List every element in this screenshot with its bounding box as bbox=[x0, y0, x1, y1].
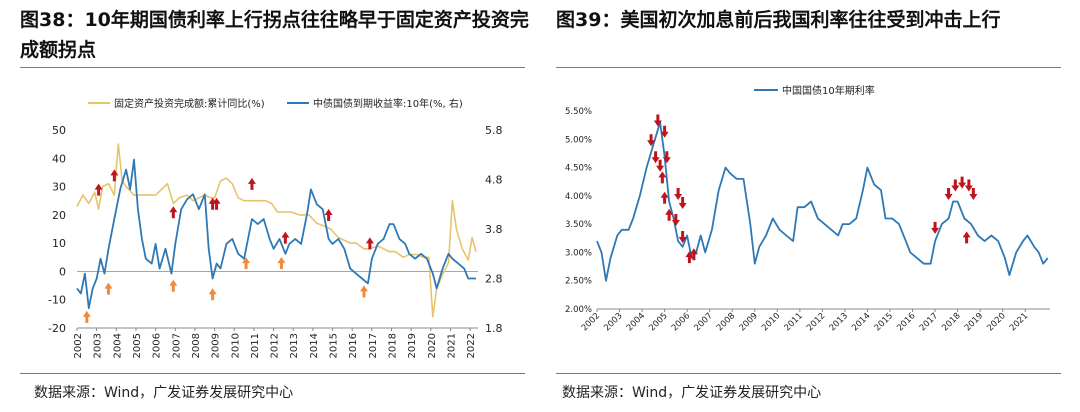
right-red-down-arrow bbox=[965, 180, 973, 192]
left-red-up-arrow bbox=[248, 178, 256, 190]
right-x-tick-label: 2005 bbox=[647, 311, 669, 333]
left-x-tick-label: 2008 bbox=[191, 333, 202, 358]
left-y-tick-label: 10 bbox=[52, 237, 66, 250]
right-red-down-arrow bbox=[674, 188, 682, 200]
left-x-tick-label: 2021 bbox=[446, 333, 457, 358]
right-y-tick-label: 2.50% bbox=[565, 277, 592, 287]
left-y-tick-label: 20 bbox=[52, 209, 66, 222]
left-x-tick-label: 2014 bbox=[309, 333, 320, 358]
left-legend-label-fai: 固定资产投资完成额:累计同比(%) bbox=[114, 97, 265, 110]
right-red-up-arrow bbox=[658, 171, 666, 183]
right-red-down-arrow bbox=[679, 197, 687, 209]
left-x-tick-label: 2022 bbox=[466, 333, 477, 358]
left-orange-up-arrow bbox=[209, 288, 217, 300]
left-x-tick-label: 2002 bbox=[73, 333, 84, 358]
left-y2-tick-label: 2.8 bbox=[485, 273, 503, 286]
left-x-tick-label: 2004 bbox=[112, 333, 123, 358]
right-x-tick-label: 2018 bbox=[940, 311, 962, 333]
left-x-tick-label: 2009 bbox=[211, 333, 222, 358]
right-red-down-arrow bbox=[969, 188, 977, 200]
left-x-tick-label: 2015 bbox=[329, 333, 340, 358]
right-x-tick-label: 2021 bbox=[1008, 311, 1030, 333]
right-y-tick-label: 3.50% bbox=[565, 220, 592, 230]
right-x-tick-label: 2011 bbox=[783, 311, 805, 333]
right-x-tick-label: 2017 bbox=[918, 311, 940, 333]
right-x-tick-label: 2019 bbox=[963, 311, 985, 333]
left-fai-growth-line bbox=[77, 144, 476, 317]
right-x-tick-label: 2003 bbox=[602, 311, 624, 333]
left-y-tick-label: 40 bbox=[52, 152, 66, 165]
left-y-tick-label: 50 bbox=[52, 124, 66, 137]
right-y-tick-label: 4.50% bbox=[565, 164, 592, 174]
right-y-tick-label: 3.00% bbox=[565, 248, 592, 258]
left-red-up-arrow bbox=[325, 209, 333, 221]
right-red-down-arrow bbox=[656, 160, 664, 172]
right-x-tick-label: 2004 bbox=[625, 311, 647, 333]
right-x-tick-label: 2007 bbox=[692, 311, 714, 333]
right-x-tick-label: 2013 bbox=[828, 311, 850, 333]
right-source-note: 数据来源：Wind，广发证券发展研究中心 bbox=[562, 382, 821, 402]
left-x-tick-label: 2005 bbox=[132, 333, 143, 358]
right-x-tick-label: 2009 bbox=[738, 311, 760, 333]
left-red-up-arrow bbox=[110, 169, 118, 181]
left-x-tick-label: 2020 bbox=[427, 333, 438, 358]
left-x-tick-label: 2019 bbox=[407, 333, 418, 358]
right-red-up-arrow bbox=[963, 231, 971, 243]
left-orange-up-arrow bbox=[277, 257, 285, 269]
right-y-tick-label: 4.00% bbox=[565, 192, 592, 202]
left-orange-up-arrow bbox=[360, 285, 368, 297]
right-red-down-arrow bbox=[652, 151, 660, 163]
right-x-tick-label: 2008 bbox=[715, 311, 737, 333]
left-y2-tick-label: 4.8 bbox=[485, 174, 503, 187]
left-y2-tick-label: 3.8 bbox=[485, 223, 503, 236]
left-x-tick-label: 2018 bbox=[388, 333, 399, 358]
left-y-tick-label: -10 bbox=[48, 294, 66, 307]
left-y-tick-label: 30 bbox=[52, 181, 66, 194]
left-x-tick-label: 2011 bbox=[250, 333, 261, 358]
right-x-tick-label: 2010 bbox=[760, 311, 782, 333]
right-red-down-arrow bbox=[945, 188, 953, 200]
left-y2-tick-label: 5.8 bbox=[485, 124, 503, 137]
left-x-tick-label: 2006 bbox=[152, 333, 163, 358]
right-legend-label: 中国国债10年期利率 bbox=[782, 84, 875, 97]
right-y-tick-label: 5.00% bbox=[565, 135, 592, 145]
left-x-tick-label: 2016 bbox=[348, 333, 359, 358]
right-x-tick-label: 2020 bbox=[985, 311, 1007, 333]
charts-canvas: 50403020100-10-205.84.83.82.81.82002 2003… bbox=[0, 0, 1080, 412]
left-x-tick-label: 2010 bbox=[230, 333, 241, 358]
right-source-rule bbox=[556, 373, 1061, 374]
right-x-tick-label: 2015 bbox=[873, 311, 895, 333]
left-source-note: 数据来源：Wind，广发证券发展研究中心 bbox=[34, 382, 293, 402]
left-red-up-arrow bbox=[169, 206, 177, 218]
right-x-tick-label: 2014 bbox=[850, 311, 872, 333]
left-legend-label-yield: 中债国债到期收益率:10年(%, 右) bbox=[313, 97, 463, 110]
right-x-tick-label: 2012 bbox=[805, 311, 827, 333]
left-red-up-arrow bbox=[281, 232, 289, 244]
right-y-tick-label: 2.00% bbox=[565, 305, 592, 315]
left-x-tick-label: 2013 bbox=[289, 333, 300, 358]
left-orange-up-arrow bbox=[104, 283, 112, 295]
left-x-tick-label: 2017 bbox=[368, 333, 379, 358]
left-orange-up-arrow bbox=[83, 311, 91, 323]
right-x-tick-label: 2016 bbox=[895, 311, 917, 333]
right-y-tick-label: 5.50% bbox=[565, 107, 592, 117]
right-red-down-arrow bbox=[951, 180, 959, 192]
right-red-down-arrow bbox=[958, 177, 966, 189]
left-x-tick-label: 2003 bbox=[93, 333, 104, 358]
left-source-rule bbox=[20, 373, 525, 374]
left-y-tick-label: -20 bbox=[48, 322, 66, 335]
left-orange-up-arrow bbox=[169, 280, 177, 292]
left-y-tick-label: 0 bbox=[59, 265, 66, 278]
left-y2-tick-label: 1.8 bbox=[485, 322, 503, 335]
left-yield-10y-line bbox=[77, 160, 476, 309]
left-x-tick-label: 2012 bbox=[270, 333, 281, 358]
left-x-tick-label: 2007 bbox=[171, 333, 182, 358]
right-x-tick-label: 2006 bbox=[670, 311, 692, 333]
